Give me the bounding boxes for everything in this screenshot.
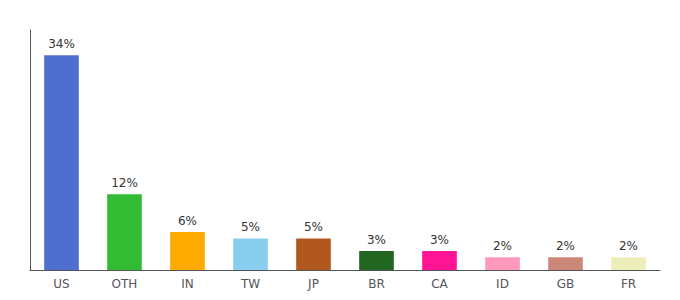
svg-text:FR: FR bbox=[621, 277, 636, 291]
svg-text:2%: 2% bbox=[556, 239, 575, 253]
svg-text:JP: JP bbox=[307, 277, 319, 291]
svg-text:5%: 5% bbox=[241, 220, 260, 234]
svg-text:US: US bbox=[53, 277, 69, 291]
svg-text:12%: 12% bbox=[111, 176, 138, 190]
svg-text:2%: 2% bbox=[619, 239, 638, 253]
svg-text:3%: 3% bbox=[367, 233, 386, 247]
svg-text:34%: 34% bbox=[48, 37, 75, 51]
svg-text:OTH: OTH bbox=[112, 277, 138, 291]
svg-text:5%: 5% bbox=[304, 220, 323, 234]
svg-text:GB: GB bbox=[557, 277, 575, 291]
svg-text:CA: CA bbox=[431, 277, 448, 291]
svg-text:3%: 3% bbox=[430, 233, 449, 247]
svg-text:TW: TW bbox=[240, 277, 260, 291]
svg-text:2%: 2% bbox=[493, 239, 512, 253]
svg-text:BR: BR bbox=[368, 277, 385, 291]
svg-text:IN: IN bbox=[181, 277, 194, 291]
svg-text:ID: ID bbox=[496, 277, 509, 291]
svg-text:6%: 6% bbox=[178, 214, 197, 228]
